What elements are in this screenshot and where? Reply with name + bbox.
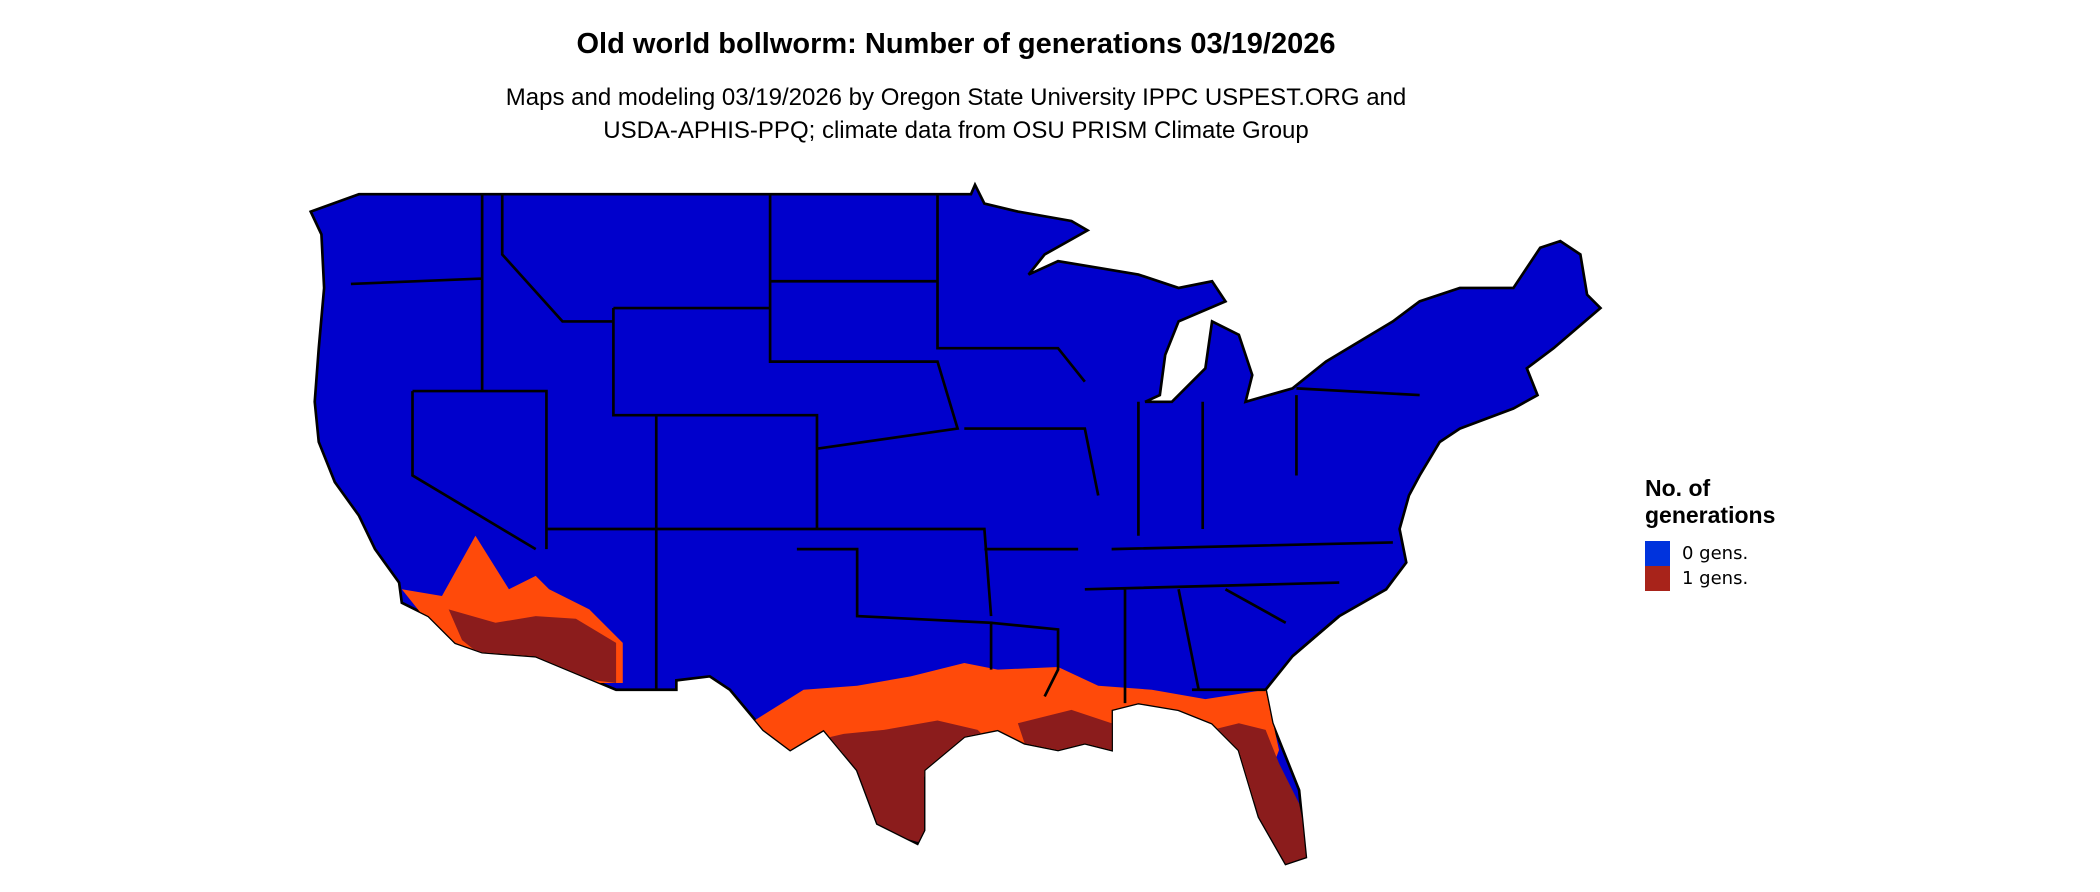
legend-item-1-gens: 1 gens. [1645, 566, 1775, 591]
legend: No. of generations 0 gens. 1 gens. [1645, 475, 1775, 591]
legend-swatch-1-gens [1645, 566, 1670, 591]
contiguous-us-zero-gens-area [308, 181, 1603, 866]
map-title: Old world bollworm: Number of generation… [576, 28, 1336, 60]
subtitle-line-2: USDA-APHIS-PPQ; climate data from OSU PR… [603, 117, 1309, 144]
legend-swatch-0-gens [1645, 541, 1670, 566]
legend-label-0-gens: 0 gens. [1682, 543, 1749, 564]
south-texas-one-gen-area [803, 720, 998, 844]
legend-title-line-2: generations [1645, 502, 1776, 528]
state-borders [350, 194, 1420, 704]
louisiana-one-gen-area [1017, 709, 1119, 757]
legend-label-1-gens: 1 gens. [1682, 568, 1749, 589]
desert-southwest-one-gen-area [448, 609, 617, 684]
subtitle-line-1: Maps and modeling 03/19/2026 by Oregon S… [505, 84, 1407, 111]
legend-item-0-gens: 0 gens. [1645, 541, 1775, 566]
legend-title-line-1: No. of [1645, 475, 1711, 501]
